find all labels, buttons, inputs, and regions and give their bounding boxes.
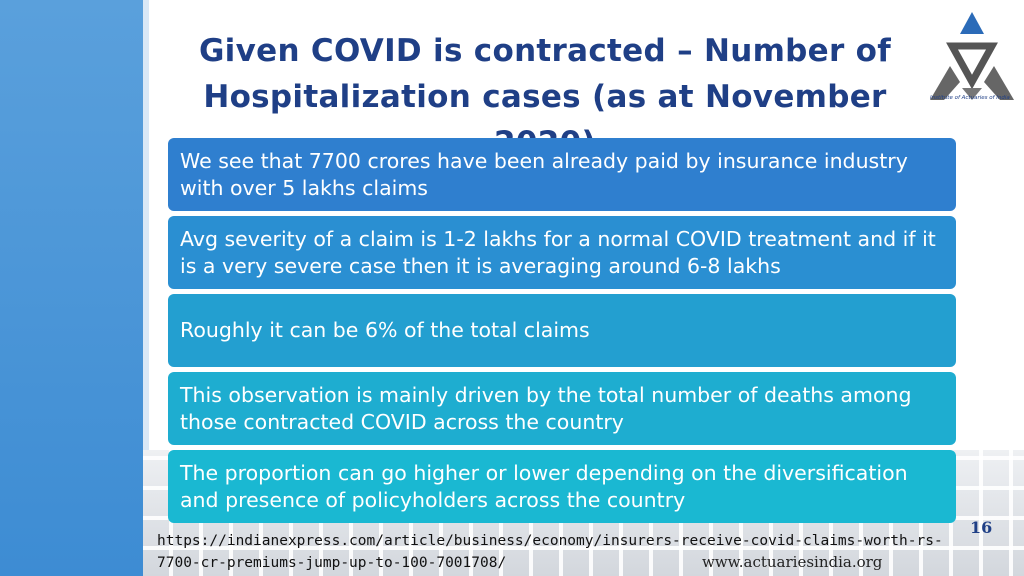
page-number: 16 [970,518,993,537]
content-boxes: We see that 7700 crores have been alread… [168,138,956,528]
title-line-1: Given COVID is contracted – Number of [198,33,892,69]
website-footer: www.actuariesindia.org [702,553,883,571]
content-box-2: Avg severity of a claim is 1-2 lakhs for… [168,216,956,289]
content-box-5: The proportion can go higher or lower de… [168,450,956,523]
source-link[interactable]: https://indianexpress.com/article/busine… [157,530,977,574]
band-edge [143,0,149,576]
source-link-line-1[interactable]: https://indianexpress.com/article/busine… [157,533,943,549]
content-box-4: This observation is mainly driven by the… [168,372,956,445]
content-box-3-text: Roughly it can be 6% of the total claims [180,318,590,342]
logo-caption: Institute of Actuaries of India [930,95,1010,101]
institute-logo-icon [930,12,1014,100]
content-box-4-text: This observation is mainly driven by the… [180,382,912,434]
left-blue-band [0,0,143,576]
content-box-1: We see that 7700 crores have been alread… [168,138,956,211]
content-box-2-text: Avg severity of a claim is 1-2 lakhs for… [180,226,936,278]
content-box-5-text: The proportion can go higher or lower de… [180,460,908,512]
content-box-1-text: We see that 7700 crores have been alread… [180,148,908,200]
source-link-line-2[interactable]: 7700-cr-premiums-jump-up-to-100-7001708/ [157,555,507,571]
content-box-3: Roughly it can be 6% of the total claims [168,294,956,367]
